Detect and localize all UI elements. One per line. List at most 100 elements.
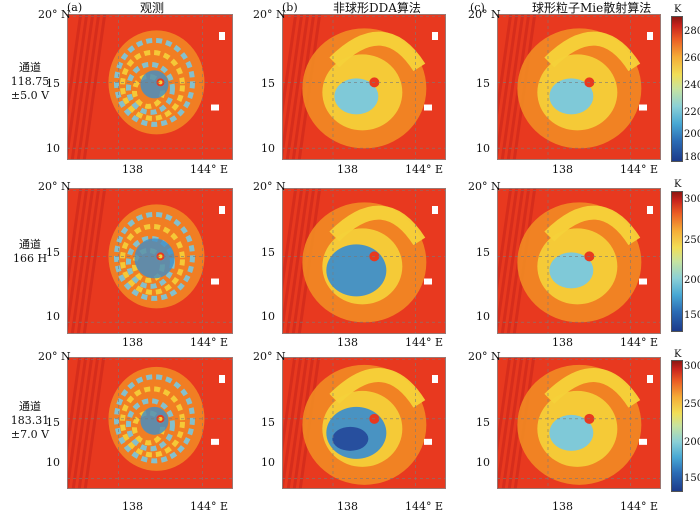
swath-stripe xyxy=(499,188,526,334)
swath-stripe xyxy=(76,357,101,489)
row-label-183: 通道 183.31 ±7.0 V xyxy=(0,400,60,442)
row-label-118: 通道 118.75 ±5.0 V xyxy=(0,61,60,103)
swath-stripe xyxy=(69,188,96,334)
colorbar2-tick-300: 300 xyxy=(684,194,700,205)
map-row1-observation xyxy=(67,14,233,160)
lat-tick-15-r1c1: 15 xyxy=(46,77,60,90)
rain-band-arc xyxy=(329,31,426,72)
lon-tick-144-r3c2: 144° E xyxy=(405,500,444,513)
swath-stripe xyxy=(282,357,298,489)
missing-data-patch xyxy=(211,438,219,445)
missing-data-patch xyxy=(219,206,225,214)
rain-band xyxy=(119,223,185,295)
rain-band xyxy=(119,49,185,121)
lat-tick-20-r3c3: 20° N xyxy=(468,350,501,363)
lon-tick-144-r3c1: 144° E xyxy=(190,500,229,513)
lat-tick-10-r1c3: 10 xyxy=(476,142,490,155)
map-frame xyxy=(497,14,661,160)
rain-band xyxy=(125,61,175,115)
swath-stripe xyxy=(282,357,304,489)
map-row3-dda xyxy=(282,357,446,489)
lon-tick-144-r1c1: 144° E xyxy=(190,163,229,176)
swath-stripe xyxy=(284,14,311,160)
swath-stripe xyxy=(497,357,513,489)
lat-tick-15-r3c3: 15 xyxy=(476,416,490,429)
row-label-166-line1: 通道 xyxy=(19,238,41,251)
lon-tick-144-r3c3: 144° E xyxy=(620,500,659,513)
colorbar1-tick-240: 240 xyxy=(684,80,700,91)
map-row2-observation xyxy=(67,188,233,334)
convective-core xyxy=(549,252,594,289)
rain-band xyxy=(125,398,175,452)
convective-core xyxy=(549,414,594,451)
panel-label-a: (a) xyxy=(67,1,83,14)
lon-tick-138-r1c1: 138 xyxy=(122,163,143,176)
lat-tick-15-r2c1: 15 xyxy=(46,246,60,259)
colorbar3-tick-150: 150 xyxy=(684,473,700,484)
missing-data-patch xyxy=(639,438,647,445)
lon-tick-138-r1c2: 138 xyxy=(337,163,358,176)
row-label-118-line1: 通道 xyxy=(19,61,41,74)
swath-stripe xyxy=(497,188,520,334)
rain-band-arc xyxy=(544,31,641,72)
colorbar3-tick-300: 300 xyxy=(684,361,700,372)
convective-core xyxy=(549,78,594,115)
lon-tick-138-r3c1: 138 xyxy=(122,500,143,513)
missing-data-patch xyxy=(424,104,432,111)
swath-stripe xyxy=(497,357,519,489)
map-frame xyxy=(497,188,661,334)
lat-tick-10-r2c2: 10 xyxy=(261,310,275,323)
missing-data-patch xyxy=(424,278,432,285)
row-label-166-line2: 166 H xyxy=(12,252,48,265)
colorbar-1 xyxy=(671,16,683,162)
row-label-118-line3: ±5.0 V xyxy=(10,89,50,102)
map-frame xyxy=(282,188,446,334)
colorbar3-tick-250: 250 xyxy=(684,399,700,410)
eyewall-convection xyxy=(134,238,175,279)
swath-stripe xyxy=(67,14,84,160)
swath-stripe xyxy=(282,188,305,334)
lon-tick-138-r2c2: 138 xyxy=(337,336,358,349)
swath-stripe xyxy=(69,14,96,160)
map-row3-mie xyxy=(497,357,661,489)
lon-tick-144-r1c3: 144° E xyxy=(620,163,659,176)
lat-tick-10-r3c2: 10 xyxy=(261,456,275,469)
row-label-183-line2: 183.31 xyxy=(10,414,50,427)
lat-tick-10-r3c1: 10 xyxy=(46,456,60,469)
swath-stripe xyxy=(81,188,108,334)
colorbar-3 xyxy=(671,360,683,492)
swath-stripe xyxy=(500,357,525,489)
map-row1-mie xyxy=(497,14,661,160)
lon-tick-144-r2c1: 144° E xyxy=(190,336,229,349)
swath-stripe xyxy=(67,188,90,334)
swath-stripe xyxy=(82,357,107,489)
panel-label-b: (b) xyxy=(282,1,298,14)
swath-stripe xyxy=(67,357,89,489)
missing-data-patch xyxy=(219,375,225,383)
lat-tick-15-r1c2: 15 xyxy=(261,77,275,90)
swath-stripe xyxy=(497,14,520,160)
swath-stripe xyxy=(497,188,514,334)
missing-data-patch xyxy=(424,438,432,445)
missing-data-patch xyxy=(639,278,647,285)
swath-stripe xyxy=(67,14,90,160)
rain-band-arc xyxy=(329,205,426,246)
colorbar2-tick-200: 200 xyxy=(684,275,700,286)
lat-tick-10-r1c1: 10 xyxy=(46,142,60,155)
lat-tick-20-r3c2: 20° N xyxy=(253,350,286,363)
missing-data-patch xyxy=(432,375,438,383)
swath-stripe xyxy=(284,188,311,334)
colorbar1-tick-200: 200 xyxy=(684,129,700,140)
typhoon-eye-core xyxy=(158,254,163,259)
lon-tick-144-r2c2: 144° E xyxy=(405,336,444,349)
colorbar3-unit: K xyxy=(674,349,682,360)
missing-data-patch xyxy=(639,104,647,111)
deep-convection xyxy=(332,426,369,451)
column-header-dda: 非球形DDA算法 xyxy=(333,1,421,15)
swath-stripe xyxy=(497,14,514,160)
colorbar1-tick-180: 180 xyxy=(684,152,700,163)
lon-tick-138-r3c3: 138 xyxy=(552,500,573,513)
lon-tick-138-r2c3: 138 xyxy=(552,336,573,349)
colorbar1-tick-280: 280 xyxy=(684,26,700,37)
